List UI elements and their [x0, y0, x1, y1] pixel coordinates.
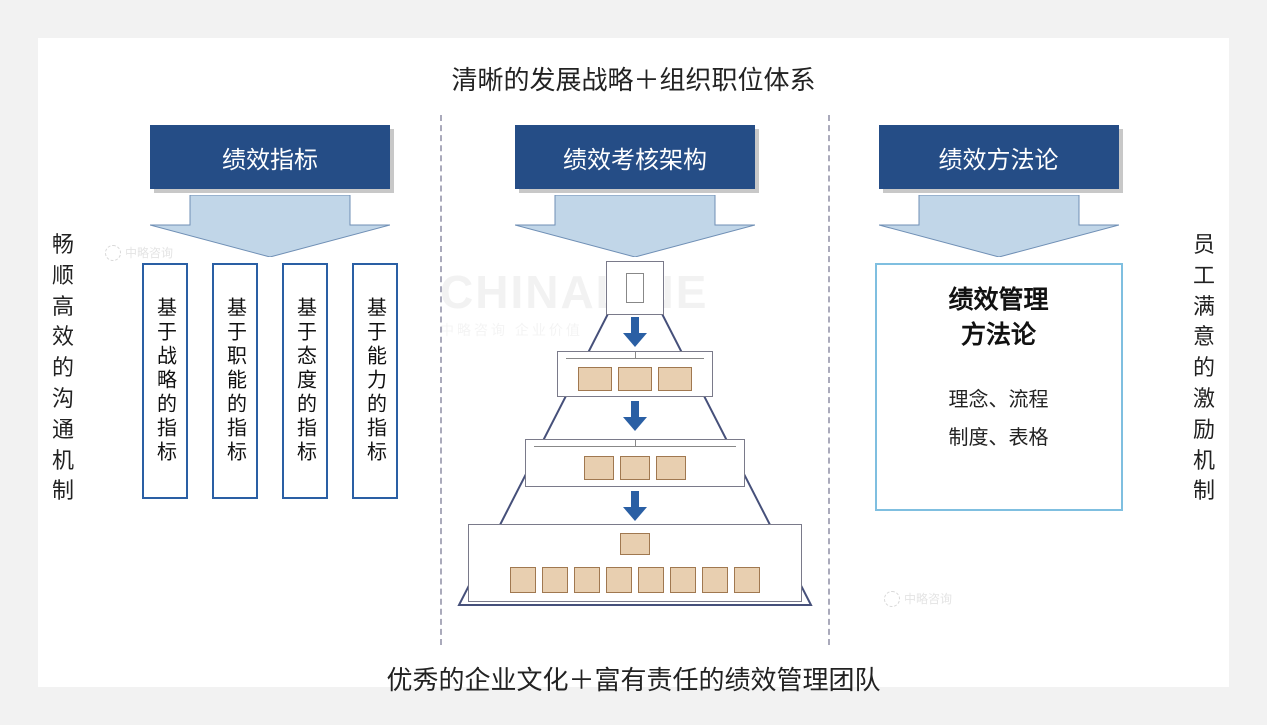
method-items: 理念、流程 制度、表格	[887, 381, 1111, 457]
pyramid-level-1	[606, 261, 664, 315]
indicator-box: 基于态度的指标	[282, 263, 328, 499]
chevron-down-icon	[623, 317, 647, 347]
chevron-down-icon	[623, 491, 647, 521]
indicator-box: 基于能力的指标	[352, 263, 398, 499]
method-box: 绩效管理 方法论 理念、流程 制度、表格	[875, 263, 1123, 511]
header-architecture: 绩效考核架构	[515, 125, 755, 189]
header-methodology: 绩效方法论	[879, 125, 1119, 189]
pyramid-level-4	[468, 524, 802, 602]
org-cell	[542, 567, 568, 593]
org-cell	[626, 273, 644, 303]
org-cell	[618, 367, 652, 391]
pyramid-level-3	[525, 439, 745, 487]
page: 清晰的发展战略＋组织职位体系 畅顺高效的沟通机制 员工满意的激励机制 中略咨询 …	[0, 0, 1267, 725]
header-indicators: 绩效指标	[150, 125, 390, 189]
indicator-row: 基于战略的指标 基于职能的指标 基于态度的指标 基于能力的指标	[100, 263, 440, 499]
method-title: 绩效管理 方法论	[887, 283, 1111, 353]
column-architecture: 绩效考核架构	[440, 115, 830, 645]
org-cell	[620, 533, 650, 555]
pyramid-level-2	[557, 351, 713, 397]
top-title: 清晰的发展战略＋组织职位体系	[0, 60, 1267, 97]
org-cell	[578, 367, 612, 391]
org-cell	[620, 456, 650, 480]
down-arrow-icon	[515, 195, 755, 257]
org-cell	[702, 567, 728, 593]
org-cell	[734, 567, 760, 593]
org-cell	[584, 456, 614, 480]
down-arrow-icon	[879, 195, 1119, 257]
org-cell	[658, 367, 692, 391]
down-arrow-icon	[150, 195, 390, 257]
org-cell	[606, 567, 632, 593]
indicator-box: 基于职能的指标	[212, 263, 258, 499]
org-cell	[510, 567, 536, 593]
pyramid	[455, 261, 815, 611]
columns: 绩效指标 基于战略的指标 基于职能的指标 基于态度的指标 基于能力的指标 绩效考…	[100, 115, 1167, 645]
org-cell	[638, 567, 664, 593]
indicator-box: 基于战略的指标	[142, 263, 188, 499]
column-indicators: 绩效指标 基于战略的指标 基于职能的指标 基于态度的指标 基于能力的指标	[100, 115, 440, 645]
org-cell	[670, 567, 696, 593]
column-methodology: 绩效方法论 绩效管理 方法论 理念、流程 制度、表格	[830, 115, 1167, 645]
bottom-title: 优秀的企业文化＋富有责任的绩效管理团队	[0, 660, 1267, 697]
left-side-label: 畅顺高效的沟通机制	[48, 230, 78, 507]
chevron-down-icon	[623, 401, 647, 431]
right-side-label: 员工满意的激励机制	[1189, 230, 1219, 507]
org-cell	[656, 456, 686, 480]
org-cell	[574, 567, 600, 593]
